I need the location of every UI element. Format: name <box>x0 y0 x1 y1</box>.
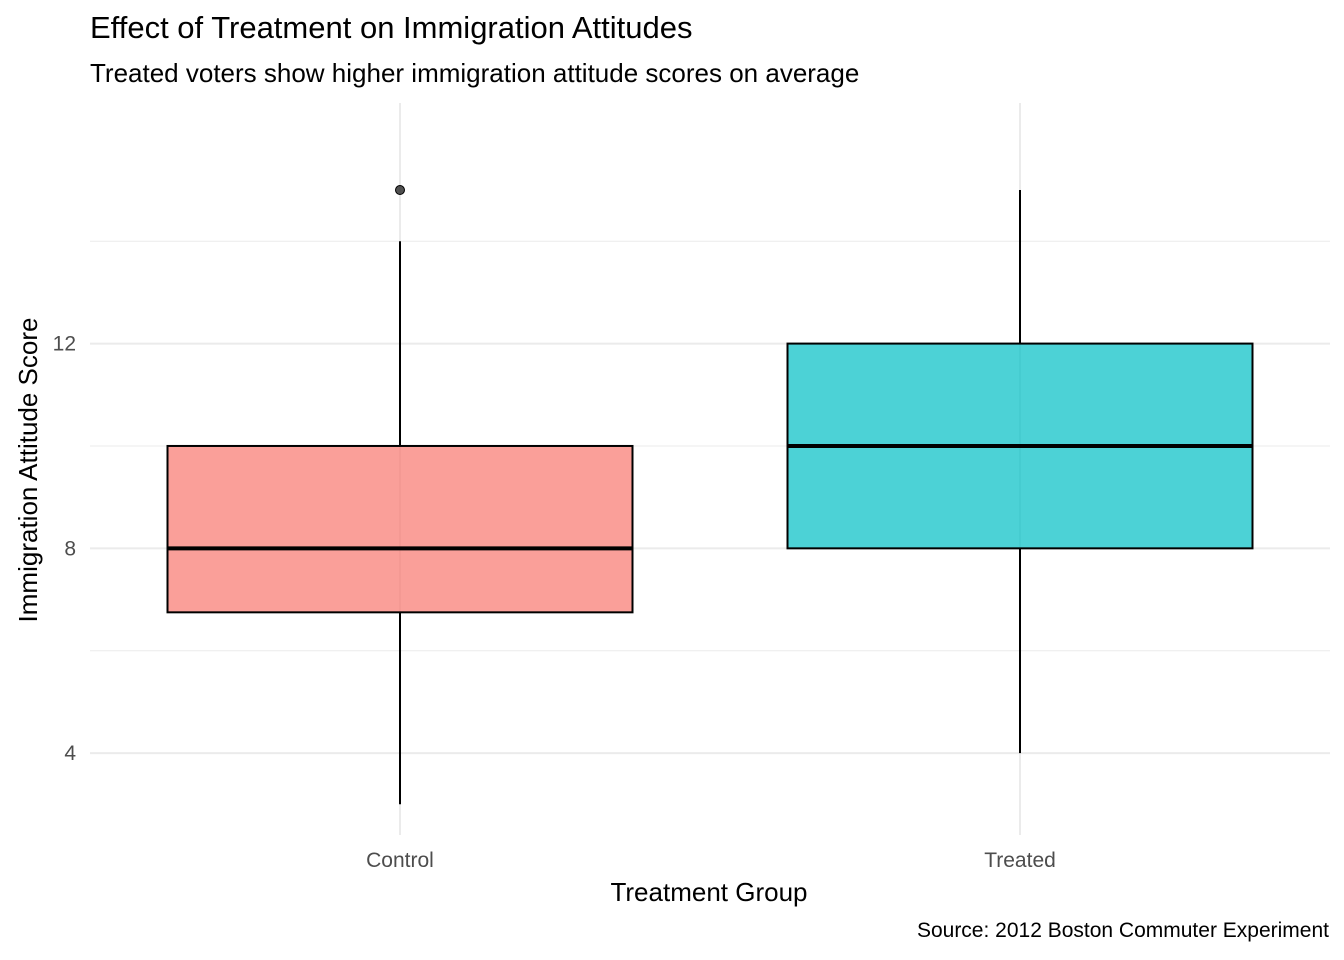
box-treated <box>786 190 1254 754</box>
x-tick-label: Control <box>366 849 434 872</box>
y-axis-title: Immigration Attitude Score <box>13 318 43 623</box>
x-tick-label: Treated <box>984 849 1056 872</box>
outlier-point <box>395 185 405 196</box>
y-axis-ticks: 4 8 12 <box>53 333 77 766</box>
chart-title: Effect of Treatment on Immigration Attit… <box>90 10 693 45</box>
x-axis-title: Treatment Group <box>610 877 807 907</box>
chart-subtitle: Treated voters show higher immigration a… <box>90 58 860 88</box>
box-control <box>166 185 634 805</box>
y-tick-label: 4 <box>64 742 76 765</box>
box-iqr <box>166 444 634 614</box>
y-tick-label: 12 <box>53 333 76 356</box>
boxplot-series <box>166 185 1254 805</box>
chart-caption: Source: 2012 Boston Commuter Experiment <box>916 919 1329 942</box>
x-axis-ticks: Control Treated <box>366 849 1056 872</box>
y-tick-label: 8 <box>64 537 76 560</box>
